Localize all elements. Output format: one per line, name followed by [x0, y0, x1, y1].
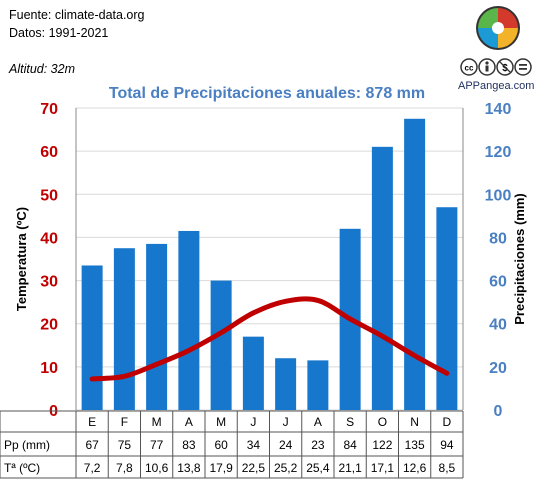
t-value: 22,5	[242, 461, 266, 475]
y-right-tick-label: 140	[485, 101, 512, 118]
x-tick-label: O	[378, 415, 387, 429]
t-value: 13,8	[177, 461, 201, 475]
no-derivatives-icon	[514, 58, 532, 76]
y-right-tick-label: 120	[485, 144, 512, 161]
pp-value: 34	[247, 438, 261, 452]
appangea-logo-icon	[476, 6, 520, 50]
pp-value: 77	[150, 438, 164, 452]
precipitation-bars	[81, 118, 458, 411]
license-icons: cc $	[460, 58, 532, 76]
y-left-tick-label: 70	[40, 101, 58, 118]
t-value: 17,1	[371, 461, 395, 475]
x-tick-label: A	[185, 415, 193, 429]
t-value: 25,4	[306, 461, 330, 475]
precipitation-bar	[113, 248, 135, 410]
y-left-tick-label: 50	[40, 187, 58, 204]
x-tick-label: J	[283, 415, 289, 429]
t-value: 10,6	[145, 461, 169, 475]
pp-value: 122	[372, 438, 392, 452]
period-text: Datos: 1991-2021	[9, 26, 109, 40]
precipitation-bar	[178, 230, 200, 410]
pp-value: 135	[405, 438, 425, 452]
precipitation-bar	[146, 243, 168, 410]
pp-value: 83	[182, 438, 196, 452]
pp-value: 75	[118, 438, 132, 452]
t-value: 12,6	[403, 461, 427, 475]
y-right-tick-label: 100	[485, 187, 512, 204]
t-value: 17,9	[209, 461, 233, 475]
precipitation-bar	[371, 146, 393, 411]
pp-value: 23	[311, 438, 325, 452]
x-tick-label: E	[88, 415, 96, 429]
y-left-tick-label: 10	[40, 360, 58, 377]
precipitation-bar	[275, 358, 297, 410]
altitude-text: Altitud: 32m	[9, 62, 76, 76]
precipitation-bar	[242, 336, 264, 410]
pp-value: 24	[279, 438, 293, 452]
y-right-tick-label: 0	[494, 403, 503, 420]
x-tick-label: M	[152, 415, 162, 429]
t-value: 7,8	[116, 461, 133, 475]
y-axis-left-label: Temperatura (ºC)	[14, 207, 29, 311]
right-axis-ticks: 0 20 40 60 80 100 120 140	[485, 101, 512, 420]
precipitation-bar	[81, 265, 103, 410]
y-left-tick-label: 30	[40, 274, 58, 291]
temperature-line	[89, 296, 450, 382]
precipitation-bar	[339, 228, 361, 410]
x-tick-label: N	[410, 415, 419, 429]
t-value: 21,1	[338, 461, 362, 475]
x-tick-label: M	[216, 415, 226, 429]
data-table: E F M A M J J A S O N D Pp (mm) Tª (ºC) 67 75 77 83 60 34 24…	[0, 410, 464, 479]
t-value: 7,2	[84, 461, 101, 475]
y-left-tick-label: 60	[40, 144, 58, 161]
by-attribution-icon	[478, 58, 496, 76]
precipitation-bar	[210, 280, 232, 410]
svg-text:cc: cc	[465, 64, 474, 73]
t-row-label: Tª (ºC)	[4, 461, 40, 475]
y-axis-right-label: Precipitaciones (mm)	[512, 193, 527, 325]
precipitation-bar	[307, 360, 329, 410]
y-left-tick-label: 40	[40, 230, 58, 247]
pp-row-label: Pp (mm)	[4, 438, 50, 452]
pp-value: 94	[440, 438, 454, 452]
pp-value: 67	[85, 438, 99, 452]
creative-commons-icon: cc	[460, 58, 478, 76]
t-value: 25,2	[274, 461, 298, 475]
pp-value: 84	[343, 438, 357, 452]
left-axis-ticks: 0 10 20 30 40 50 60 70	[40, 101, 58, 420]
svg-text:$: $	[502, 63, 508, 74]
pp-value: 60	[214, 438, 228, 452]
grid-lines	[76, 107, 463, 411]
x-tick-label: S	[346, 415, 354, 429]
y-right-tick-label: 80	[489, 230, 507, 247]
y-right-tick-label: 60	[489, 274, 507, 291]
chart-title: Total de Precipitaciones anuales: 878 mm	[109, 85, 425, 102]
y-left-tick-label: 0	[49, 403, 58, 420]
brand-text: APPangea.com	[458, 80, 535, 92]
y-right-tick-label: 40	[489, 317, 507, 334]
precipitation-bar	[404, 118, 426, 411]
x-tick-label: J	[250, 415, 256, 429]
t-value: 8,5	[439, 461, 456, 475]
source-text: Fuente: climate-data.org	[9, 8, 145, 22]
y-right-tick-label: 20	[489, 360, 507, 377]
y-left-tick-label: 20	[40, 317, 58, 334]
precipitation-bar	[436, 207, 458, 410]
x-tick-label: D	[443, 415, 452, 429]
non-commercial-icon: $	[496, 58, 514, 76]
x-tick-label: A	[314, 415, 322, 429]
x-tick-label: F	[121, 415, 128, 429]
